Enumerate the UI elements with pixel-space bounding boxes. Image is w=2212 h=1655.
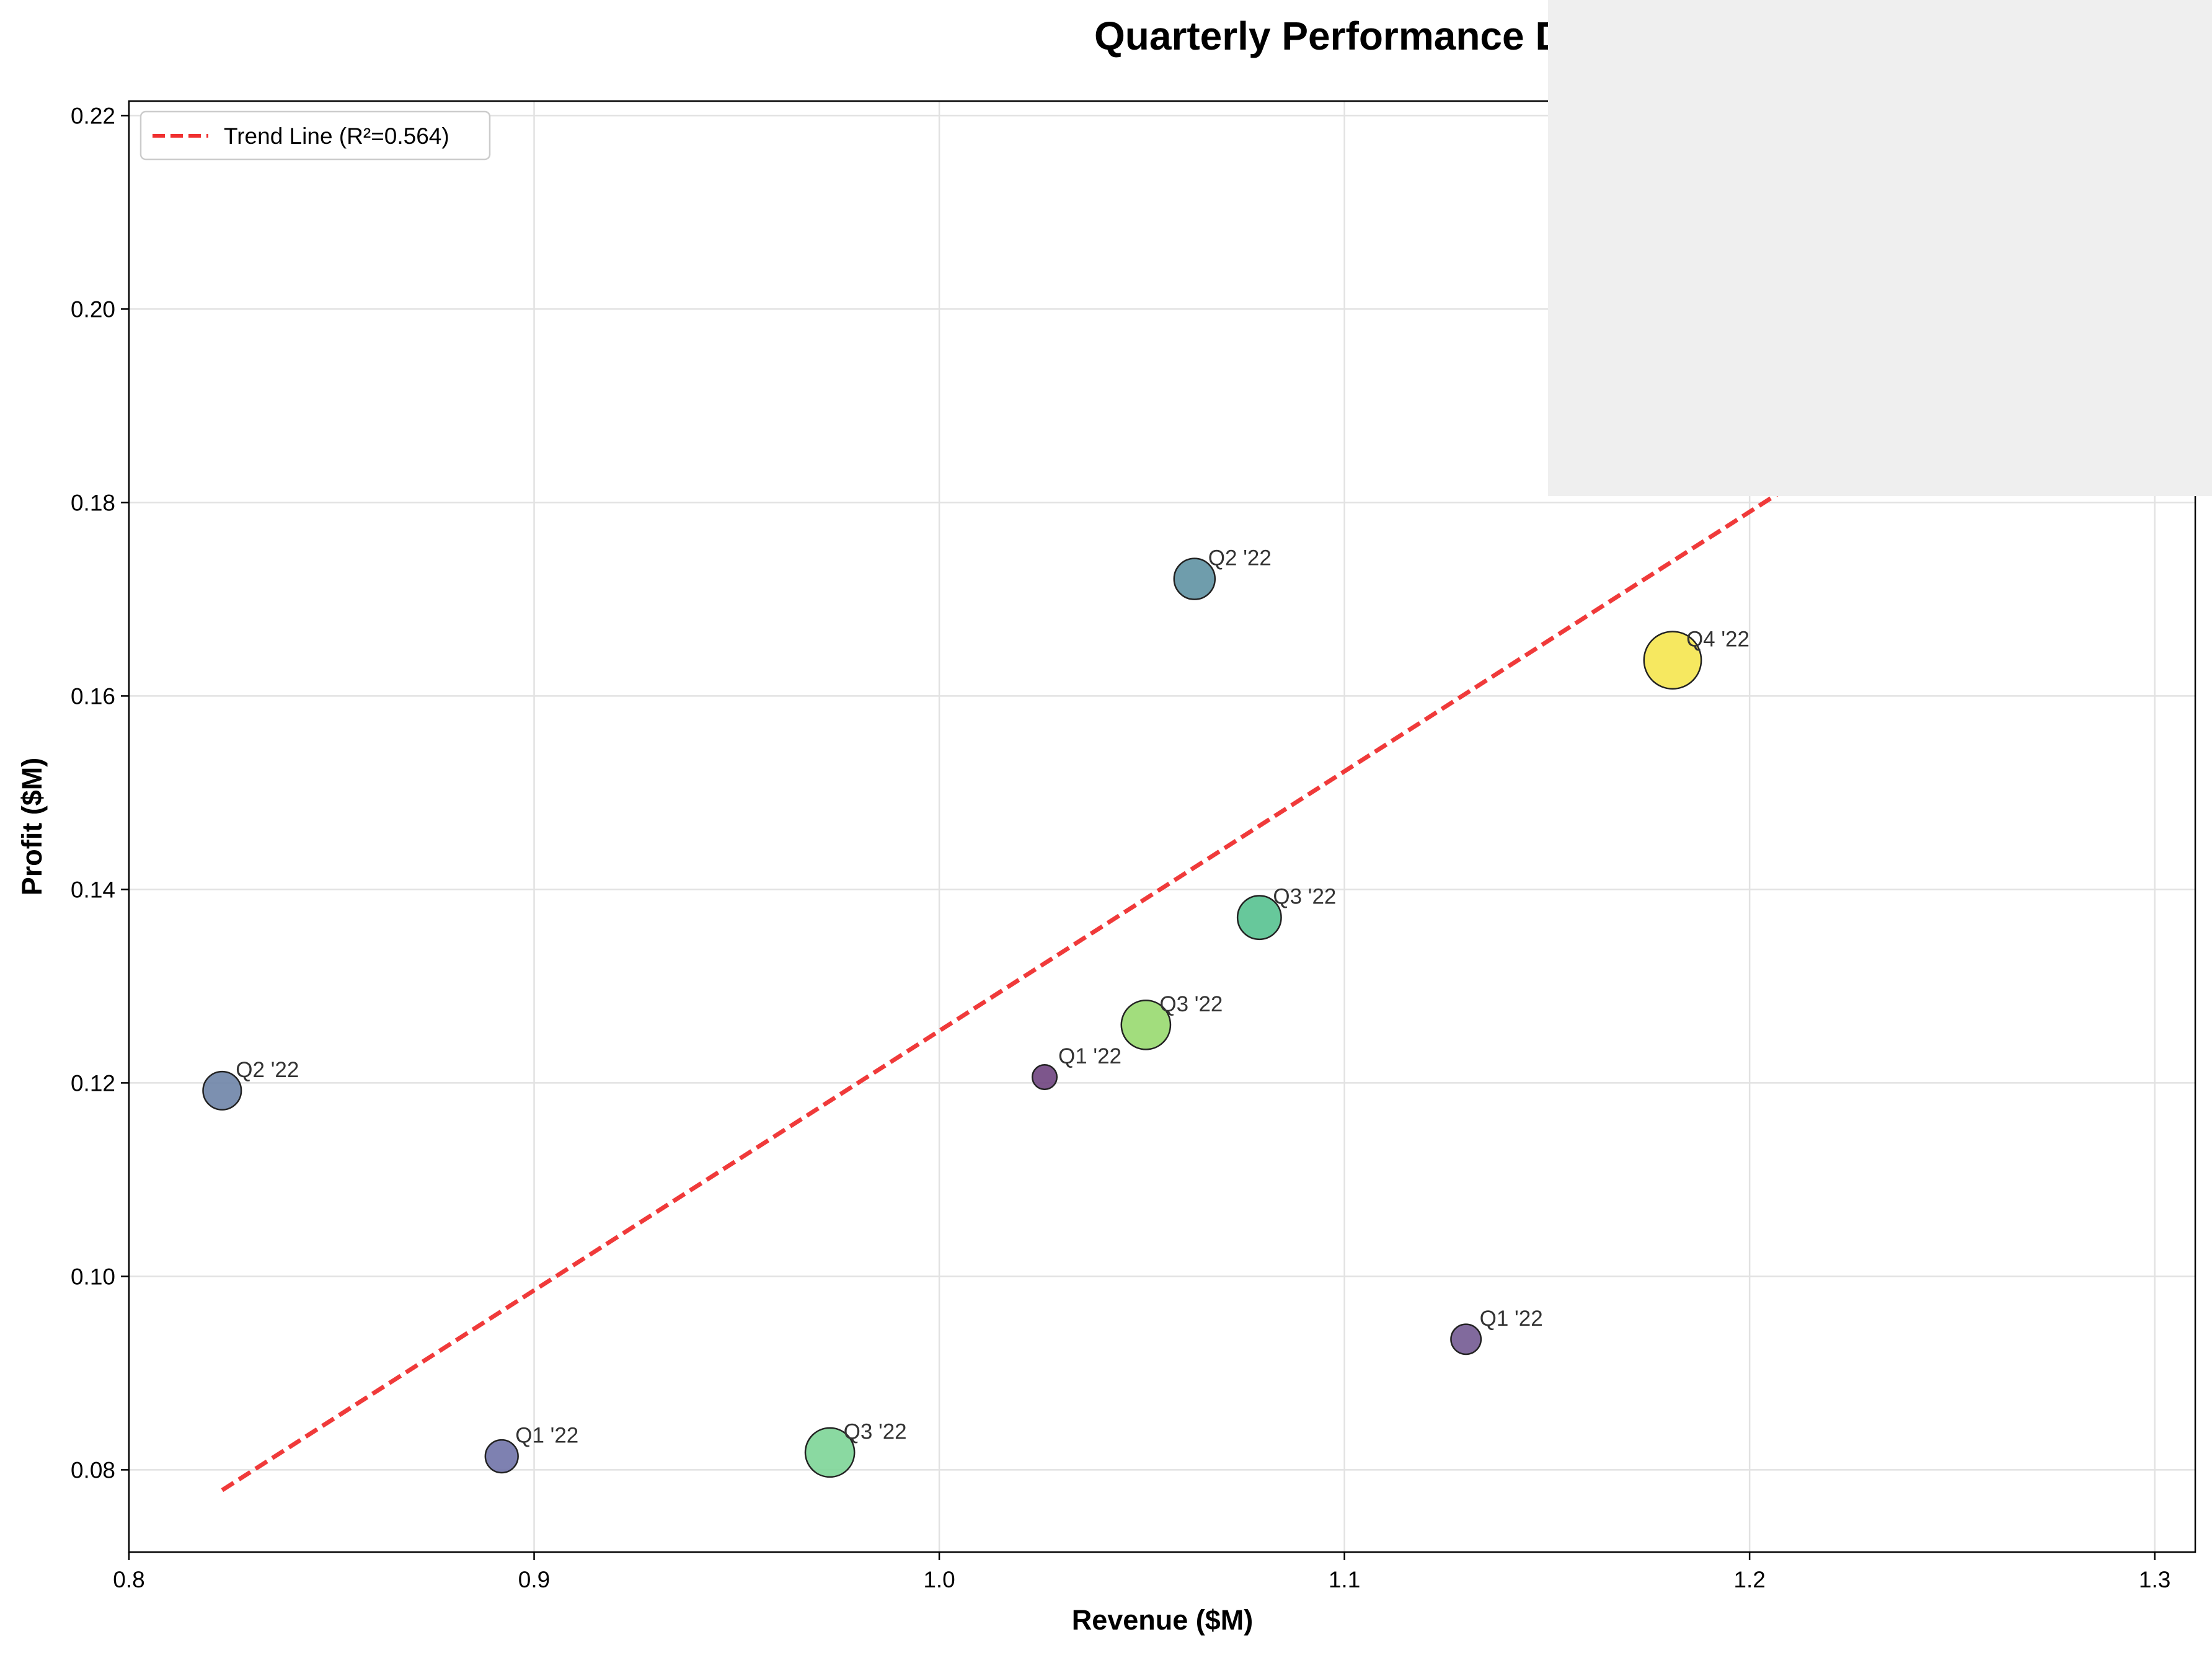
point-label: Q1 '22 bbox=[1480, 1307, 1543, 1331]
data-point bbox=[1031, 1063, 1058, 1091]
point-label: Q4 '22 bbox=[1686, 628, 1750, 652]
data-point bbox=[202, 1070, 242, 1111]
point-label: Q3 '22 bbox=[1273, 885, 1336, 909]
data-point bbox=[484, 1439, 519, 1474]
x-tick-label: 1.1 bbox=[1329, 1567, 1360, 1592]
y-axis-label: Profit ($M) bbox=[16, 758, 48, 895]
point-label: Q2 '22 bbox=[1208, 546, 1272, 570]
plot-frame bbox=[128, 100, 2197, 1553]
point-label: Q1 '22 bbox=[515, 1424, 578, 1448]
x-tick-label: 1.3 bbox=[2139, 1567, 2170, 1592]
y-tick-label: 0.10 bbox=[71, 1264, 115, 1289]
point-label: Q1 '22 bbox=[1058, 1044, 1121, 1068]
y-tick-label: 0.16 bbox=[71, 683, 115, 709]
x-tick-label: 0.8 bbox=[113, 1567, 144, 1592]
y-tick-label: 0.18 bbox=[71, 490, 115, 515]
point-label: Q3 '22 bbox=[844, 1419, 907, 1444]
x-axis-label: Revenue ($M) bbox=[1072, 1604, 1254, 1636]
x-tick-label: 1.0 bbox=[923, 1567, 955, 1592]
y-tick-label: 0.08 bbox=[71, 1457, 115, 1483]
legend-box bbox=[139, 110, 491, 161]
x-tick-label: 0.9 bbox=[518, 1567, 550, 1592]
x-tick-label: 1.2 bbox=[1733, 1567, 1765, 1592]
data-point bbox=[1120, 999, 1172, 1050]
legend: Trend Line (R²=0.564) bbox=[139, 110, 491, 161]
points-layer: Q2 '22 Q1 '22 Q3 '22 Q1 '22 Q3 '22 Q2 '22 Q3 '… bbox=[202, 546, 1750, 1478]
data-point bbox=[1236, 895, 1282, 941]
y-tick-label: 0.14 bbox=[71, 877, 115, 902]
data-point bbox=[1450, 1323, 1482, 1356]
point-label: Q3 '22 bbox=[1159, 992, 1223, 1016]
axis-ticks: 0.8 0.9 1.0 1.1 1.2 1.3 0.08 0.10 0.12 0.14 0.16 0.… bbox=[71, 103, 2170, 1592]
data-point bbox=[804, 1427, 856, 1478]
y-tick-label: 0.22 bbox=[71, 103, 115, 128]
point-label: Q2 '22 bbox=[236, 1058, 299, 1082]
legend-trend-label: Trend Line (R²=0.564) bbox=[224, 123, 449, 149]
data-point bbox=[1173, 557, 1216, 600]
y-tick-label: 0.12 bbox=[71, 1070, 115, 1096]
obscuring-panel bbox=[1548, 0, 2212, 496]
y-tick-label: 0.20 bbox=[71, 296, 115, 322]
data-point bbox=[1643, 631, 1702, 690]
